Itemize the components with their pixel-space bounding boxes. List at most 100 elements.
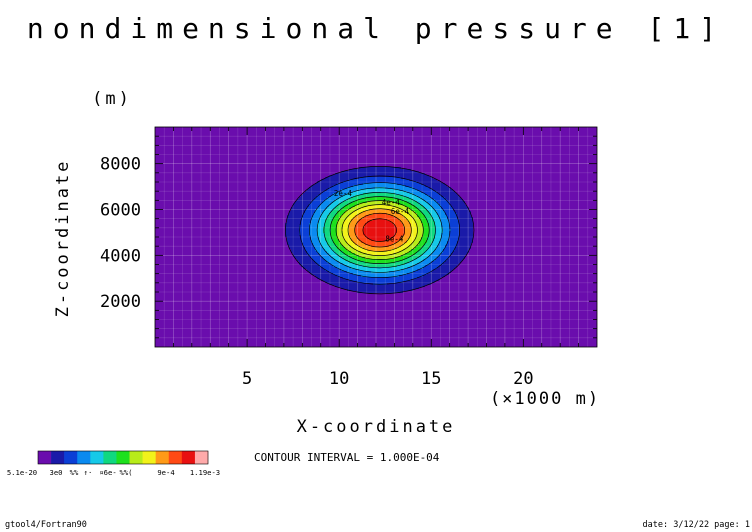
heatmap-cell: [299, 157, 301, 159]
heatmap-cell: [205, 165, 207, 167]
heatmap-cell: [409, 129, 411, 131]
heatmap-cell: [159, 153, 161, 155]
heatmap-cell: [539, 147, 541, 149]
heatmap-cell: [545, 169, 547, 171]
heatmap-cell: [159, 131, 161, 133]
heatmap-cell: [579, 139, 581, 141]
heatmap-cell: [423, 151, 425, 153]
heatmap-cell: [351, 137, 353, 139]
heatmap-cell: [521, 169, 523, 171]
heatmap-cell: [215, 151, 217, 153]
heatmap-cell: [281, 161, 283, 163]
heatmap-cell: [419, 139, 421, 141]
heatmap-cell: [507, 167, 509, 169]
heatmap-cell: [417, 149, 419, 151]
heatmap-cell: [239, 149, 241, 151]
heatmap-cell: [381, 155, 383, 157]
heatmap-cell: [389, 131, 391, 133]
heatmap-cell: [493, 143, 495, 145]
heatmap-cell: [585, 149, 587, 151]
heatmap-cell: [181, 149, 183, 151]
heatmap-cell: [495, 169, 497, 171]
heatmap-cell: [287, 143, 289, 145]
heatmap-cell: [315, 143, 317, 145]
heatmap-cell: [303, 139, 305, 141]
heatmap-cell: [185, 167, 187, 169]
heatmap-cell: [263, 169, 265, 171]
heatmap-cell: [479, 163, 481, 165]
heatmap-cell: [335, 141, 337, 143]
heatmap-cell: [391, 153, 393, 155]
heatmap-cell: [491, 167, 493, 169]
heatmap-cell: [479, 133, 481, 135]
heatmap-cell: [367, 155, 369, 157]
heatmap-cell: [585, 147, 587, 149]
heatmap-cell: [585, 151, 587, 153]
heatmap-cell: [529, 137, 531, 139]
heatmap-cell: [441, 155, 443, 157]
heatmap-cell: [299, 137, 301, 139]
heatmap-cell: [489, 149, 491, 151]
heatmap-cell: [353, 157, 355, 159]
heatmap-cell: [207, 157, 209, 159]
heatmap-cell: [561, 137, 563, 139]
heatmap-cell: [239, 131, 241, 133]
heatmap-cell: [333, 169, 335, 171]
heatmap-cell: [249, 147, 251, 149]
heatmap-cell: [249, 133, 251, 135]
heatmap-cell: [565, 167, 567, 169]
heatmap-cell: [387, 153, 389, 155]
heatmap-cell: [343, 165, 345, 167]
heatmap-cell: [537, 133, 539, 135]
heatmap-cell: [299, 165, 301, 167]
heatmap-cell: [447, 139, 449, 141]
heatmap-cell: [261, 131, 263, 133]
heatmap-cell: [561, 141, 563, 143]
heatmap-cell: [187, 129, 189, 131]
heatmap-cell: [175, 131, 177, 133]
heatmap-cell: [573, 159, 575, 161]
heatmap-cell: [159, 129, 161, 131]
heatmap-cell: [397, 149, 399, 151]
heatmap-cell: [201, 163, 203, 165]
heatmap-cell: [573, 163, 575, 165]
heatmap-cell: [555, 169, 557, 171]
heatmap-cell: [201, 139, 203, 141]
heatmap-cell: [553, 165, 555, 167]
heatmap-cell: [533, 169, 535, 171]
heatmap-cell: [261, 153, 263, 155]
heatmap-cell: [577, 149, 579, 151]
heatmap-cell: [317, 147, 319, 149]
heatmap-cell: [579, 165, 581, 167]
heatmap-cell: [515, 167, 517, 169]
heatmap-cell: [591, 139, 593, 141]
heatmap-cell: [435, 165, 437, 167]
heatmap-cell: [481, 141, 483, 143]
heatmap-cell: [297, 131, 299, 133]
heatmap-cell: [207, 165, 209, 167]
heatmap-cell: [425, 151, 427, 153]
heatmap-cell: [539, 151, 541, 153]
heatmap-cell: [427, 155, 429, 157]
heatmap-cell: [249, 153, 251, 155]
heatmap-cell: [501, 139, 503, 141]
heatmap-cell: [485, 133, 487, 135]
heatmap-cell: [485, 161, 487, 163]
heatmap-cell: [353, 151, 355, 153]
heatmap-cell: [405, 147, 407, 149]
heatmap-cell: [215, 143, 217, 145]
heatmap-cell: [313, 131, 315, 133]
heatmap-cell: [465, 167, 467, 169]
heatmap-cell: [183, 143, 185, 145]
heatmap-cell: [267, 155, 269, 157]
heatmap-cell: [179, 163, 181, 165]
heatmap-cell: [507, 151, 509, 153]
heatmap-cell: [489, 163, 491, 165]
heatmap-cell: [447, 159, 449, 161]
heatmap-cell: [481, 147, 483, 149]
heatmap-cell: [587, 153, 589, 155]
heatmap-cell: [527, 165, 529, 167]
heatmap-cell: [239, 165, 241, 167]
heatmap-cell: [557, 155, 559, 157]
heatmap-cell: [521, 139, 523, 141]
